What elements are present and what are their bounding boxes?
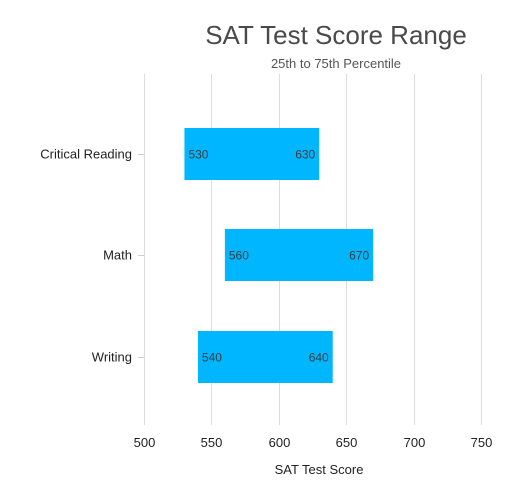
- low-value-label: 540: [202, 351, 222, 365]
- x-tick-label: 500: [134, 435, 156, 450]
- high-value-label: 640: [309, 351, 329, 365]
- category-axis: Critical Reading Math Writing: [40, 147, 144, 365]
- x-tick-label: 700: [404, 435, 426, 450]
- range-bar: [224, 229, 374, 281]
- low-value-label: 560: [229, 249, 249, 263]
- x-tick-label: 650: [336, 435, 358, 450]
- range-bar: [197, 331, 333, 383]
- high-value-label: 630: [295, 148, 315, 162]
- high-value-label: 670: [349, 249, 369, 263]
- x-tick-label: 750: [471, 435, 493, 450]
- category-label: Critical Reading: [40, 147, 132, 162]
- range-bar: [184, 128, 320, 180]
- category-label: Math: [103, 248, 132, 263]
- x-axis: 500 550 600 650 700 750: [134, 435, 493, 450]
- bars: 530 630 560 670 540 640: [184, 128, 374, 383]
- x-axis-title: SAT Test Score: [275, 462, 364, 477]
- x-tick-label: 550: [201, 435, 223, 450]
- category-label: Writing: [92, 350, 132, 365]
- x-tick-label: 600: [269, 435, 291, 450]
- chart-title: SAT Test Score Range: [205, 20, 467, 50]
- low-value-label: 530: [188, 148, 208, 162]
- chart-subtitle: 25th to 75th Percentile: [271, 56, 401, 71]
